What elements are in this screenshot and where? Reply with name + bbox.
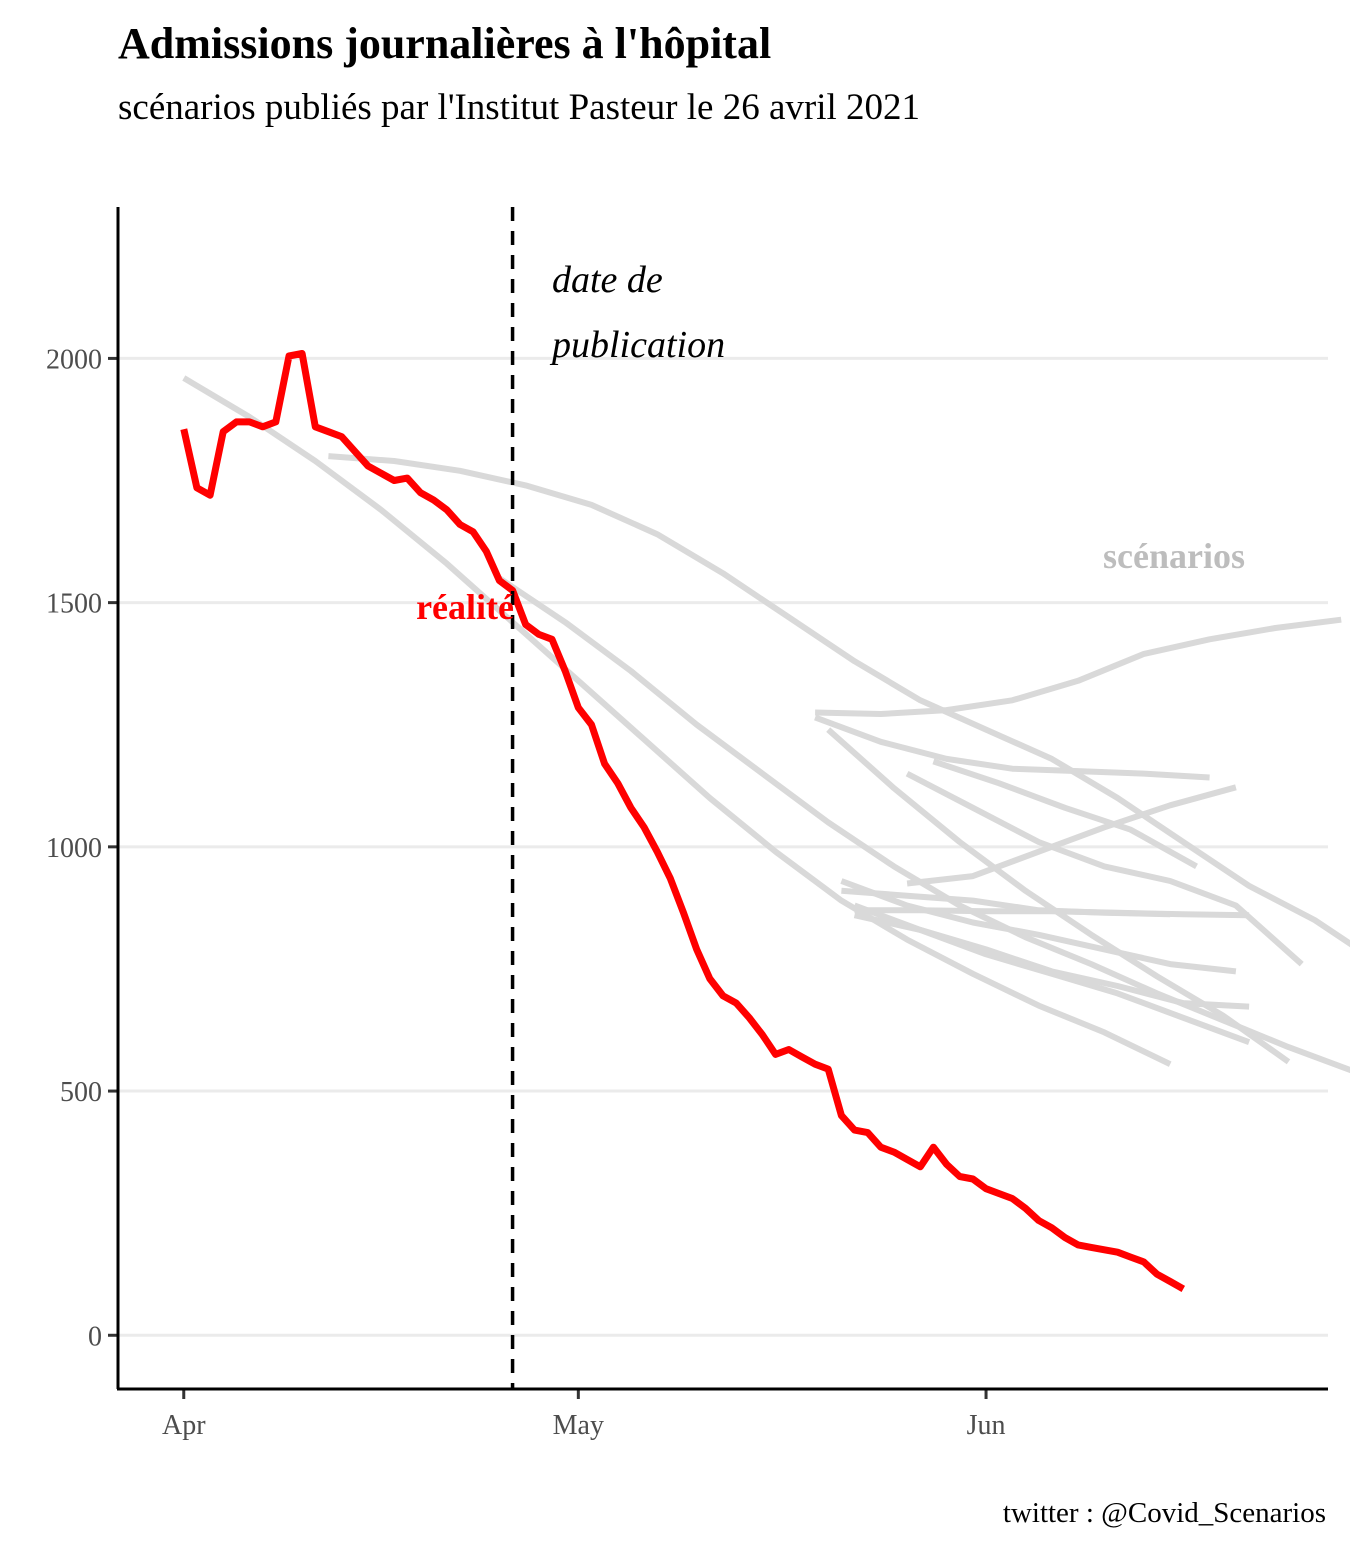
x-tick-label: May [553,1410,604,1441]
chart-subtitle: scénarios publiés par l'Institut Pasteur… [118,87,921,128]
scenario-2-line [328,453,1350,948]
publication-label-line1: date de [552,259,663,301]
scenario-12-line [840,878,1237,975]
chart-title: Admissions journalières à l'hôpital [118,19,772,68]
publication-label-line2: publication [549,324,725,366]
scenario-5-line [814,714,1210,781]
scenario-lines [182,375,1350,1074]
x-tick-label: Jun [967,1410,1006,1441]
scenario-4-line [815,616,1342,717]
scenario-7-line [905,770,1304,967]
x-tick-label: Apr [162,1410,206,1441]
y-tick-label: 2000 [46,344,102,375]
y-tick-label: 0 [88,1321,102,1352]
scenario-1-line [182,375,1172,1067]
reality-line-group [180,350,1186,1292]
y-axis-ticks: 0 500 1000 1500 2000 [46,344,118,1352]
scenarios-label: scénarios [1103,536,1245,576]
reality-line [180,350,1186,1292]
source-caption: twitter : @Covid_Scenarios [1002,1497,1326,1529]
scenario-11-line [854,907,1250,919]
reality-label: réalité [416,587,514,627]
scenario-6-line [932,758,1198,870]
y-tick-label: 500 [60,1077,102,1108]
y-tick-label: 1000 [46,833,102,864]
scenario-9-line [906,784,1237,887]
gridlines [118,356,1328,1337]
scenario-3-line [497,575,1350,1074]
scenario-14-line [853,902,1251,1046]
y-tick-label: 1500 [46,589,102,620]
x-axis-ticks: Apr May Jun [162,1389,1006,1441]
